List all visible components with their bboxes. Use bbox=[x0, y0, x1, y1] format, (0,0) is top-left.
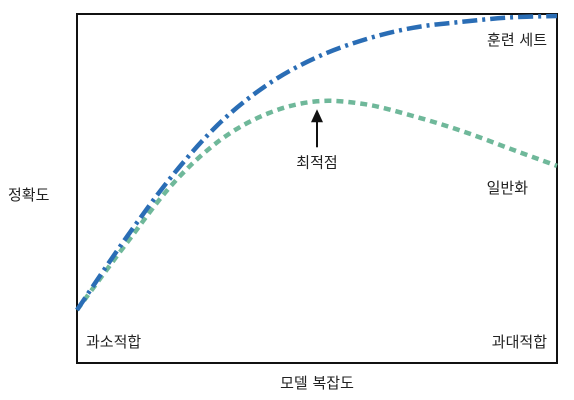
series-line-generalization bbox=[75, 98, 558, 312]
legend-label-train: 훈련 세트 bbox=[487, 31, 547, 49]
overfit-label: 과대적합 bbox=[492, 333, 547, 351]
series-layer bbox=[75, 13, 558, 312]
optimum-label: 최적점 bbox=[296, 153, 337, 171]
optimum-arrow-head bbox=[311, 109, 323, 123]
y-axis-label: 정확도 bbox=[8, 186, 50, 204]
x-axis-label: 모델 복잡도 bbox=[280, 374, 354, 392]
underfit-label: 과소적합 bbox=[86, 333, 141, 351]
plot-frame bbox=[76, 13, 558, 364]
legend-label-generalization: 일반화 bbox=[487, 179, 529, 197]
annotation-layer: 최적점 과소적합 과대적합 훈련 세트 일반화 bbox=[86, 31, 547, 351]
series-line-train bbox=[75, 13, 558, 312]
